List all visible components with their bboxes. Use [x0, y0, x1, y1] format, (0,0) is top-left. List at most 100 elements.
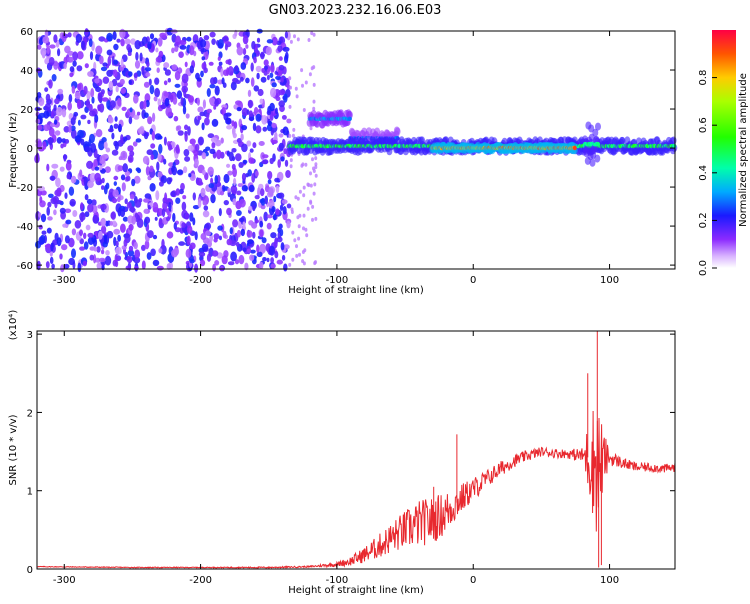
spectrogram-noise-cell — [113, 228, 121, 235]
spectrogram-fade-cell — [294, 195, 298, 200]
spectrogram-noise-cell — [214, 85, 220, 96]
spectrogram-noise-cell — [114, 253, 119, 263]
spectrogram-noise-cell — [212, 263, 217, 272]
spectrogram-noise-cell — [209, 97, 215, 105]
spectrogram-noise-cell — [266, 124, 273, 132]
spectrogram-noise-cell — [61, 108, 67, 118]
spectrogram-noise-cell — [160, 104, 167, 110]
spectrogram-noise-cell — [175, 188, 180, 196]
spectrogram-noise-cell — [242, 221, 246, 230]
spectrogram-noise-cell — [127, 52, 132, 56]
spectrogram-noise-cell — [227, 170, 233, 176]
spectrogram-noise-cell — [256, 37, 261, 43]
spectrogram-noise-cell — [261, 115, 268, 125]
spectrogram-noise-cell — [42, 141, 47, 150]
spectrogram-noise-cell — [275, 75, 282, 80]
spectrogram-noise-cell — [131, 178, 136, 187]
spectrogram-noise-cell — [182, 105, 187, 115]
snr-y-multiplier: (x10⁴) — [8, 310, 19, 341]
spectrogram-noise-cell — [183, 149, 190, 157]
spectrogram-noise-cell — [113, 175, 119, 181]
spectrogram-noise-cell — [236, 229, 241, 238]
spectrogram-fade-cell — [314, 165, 318, 170]
spectrogram-fade-cell — [314, 162, 318, 167]
spectrogram-noise-cell — [91, 199, 97, 206]
spectrogram-noise-cell — [226, 125, 233, 130]
spectrogram-noise-cell — [120, 58, 124, 68]
spectrogram-noise-cell — [94, 78, 100, 84]
spectrogram-noise-cell — [113, 59, 118, 65]
spectrogram-noise-cell — [64, 45, 71, 54]
spectrogram-noise-cell — [184, 124, 189, 131]
spectrogram-noise-cell — [83, 241, 89, 250]
spectrogram-noise-cell — [106, 99, 111, 110]
spectrogram-noise-cell — [107, 56, 112, 66]
spectrogram-noise-cell — [98, 55, 104, 65]
spectrogram-noise-cell — [168, 201, 172, 212]
spectrogram-noise-cell — [210, 77, 216, 85]
spectrogram-noise-cell — [46, 163, 50, 172]
spectrogram-noise-cell — [199, 259, 206, 267]
spectrogram-noise-cell — [250, 62, 254, 72]
spectrogram-noise-cell — [205, 222, 212, 230]
spectrogram-noise-cell — [109, 100, 116, 109]
spectrogram-noise-cell — [217, 39, 224, 49]
spectrogram-feature-halo — [346, 110, 353, 119]
spectrogram-noise-cell — [74, 220, 82, 229]
spectrogram-noise-cell — [278, 100, 286, 108]
spectrogram-noise-cell — [202, 210, 210, 218]
spectrogram-noise-cell — [80, 138, 85, 146]
spectrogram-noise-cell — [63, 154, 67, 162]
spectrogram-noise-cell — [244, 262, 249, 271]
spectrogram-noise-cell — [123, 239, 128, 247]
spectrogram-noise-cell — [101, 97, 109, 102]
spectrogram-noise-cell — [181, 201, 187, 211]
spectrogram-noise-cell — [260, 197, 266, 206]
spectrogram-noise-cell — [282, 46, 290, 52]
spectrogram-noise-cell — [201, 243, 209, 252]
spectrogram-noise-cell — [231, 148, 237, 153]
spectrogram-noise-cell — [109, 221, 113, 226]
spectrogram-noise-cell — [112, 69, 118, 78]
spectrogram-noise-cell — [224, 43, 228, 51]
spectrogram-noise-cell — [84, 194, 89, 201]
spectrogram-noise-cell — [94, 172, 101, 182]
spectrogram-noise-cell — [161, 238, 165, 249]
spectrogram-noise-cell — [118, 156, 123, 161]
spectrogram-noise-cell — [197, 198, 202, 209]
spectrogram-noise-cell — [256, 251, 263, 258]
spectrogram-noise-cell — [241, 107, 249, 117]
spectrogram-noise-cell — [48, 57, 55, 66]
spectrogram-noise-cell — [50, 110, 54, 118]
spectrogram-noise-cell — [48, 79, 53, 89]
spectrogram-noise-cell — [87, 236, 95, 245]
spectrogram-noise-cell — [89, 110, 96, 117]
spectrogram-fade-cell — [312, 191, 316, 196]
spectrogram-noise-cell — [53, 60, 59, 70]
spectrogram-noise-cell — [213, 233, 220, 240]
spectrogram-noise-cell — [166, 231, 174, 239]
spectrogram-noise-cell — [90, 88, 95, 98]
spectrogram-noise-cell — [112, 31, 117, 40]
spectrogram-noise-cell — [173, 222, 177, 230]
spectrogram-noise-cell — [128, 245, 134, 252]
spectrogram-noise-cell — [158, 217, 163, 226]
spectrogram-noise-cell — [269, 102, 275, 112]
spectrogram-fade-cell — [314, 216, 318, 221]
spectrogram-noise-cell — [253, 85, 260, 92]
spectrogram-noise-cell — [132, 141, 138, 147]
spectrogram-noise-cell — [70, 175, 77, 184]
spectrogram-noise-cell — [253, 56, 257, 64]
spectrogram-noise-cell — [214, 260, 220, 266]
spectrogram-noise-cell — [102, 241, 108, 248]
spectrogram-noise-cell — [198, 251, 206, 257]
spectrogram-noise-cell — [184, 156, 191, 162]
spectrogram-noise-cell — [227, 66, 234, 76]
spectrogram-noise-cell — [259, 188, 265, 197]
spectrogram-noise-cell — [278, 192, 285, 199]
spectrogram-noise-cell — [115, 240, 119, 247]
spectrogram-noise-cell — [131, 215, 136, 225]
spectrogram-noise-cell — [53, 209, 57, 216]
spectrogram-noise-cell — [248, 184, 255, 193]
spectrogram-noise-cell — [46, 206, 50, 216]
